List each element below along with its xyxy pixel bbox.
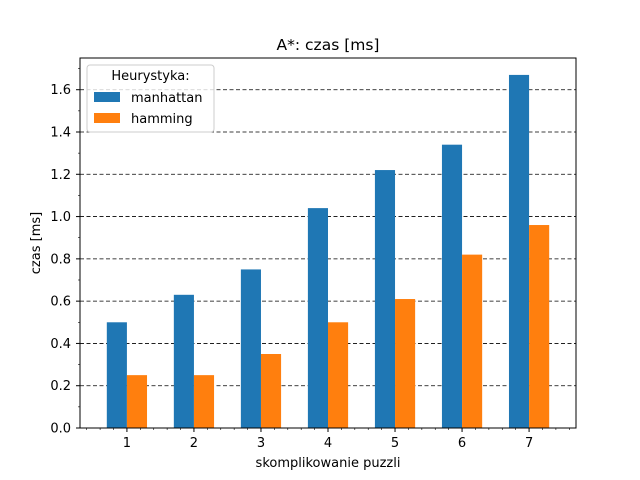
bar-manhattan-2 — [173, 294, 194, 428]
y-tick-label: 0.8 — [50, 252, 71, 267]
x-tick-label: 6 — [458, 436, 466, 451]
y-tick-label: 0.6 — [50, 295, 71, 310]
x-tick-label: 2 — [190, 436, 198, 451]
legend-label-hamming: hamming — [131, 112, 193, 127]
x-tick-label: 7 — [525, 436, 533, 451]
x-tick-label: 5 — [391, 436, 399, 451]
x-tick-label: 4 — [324, 436, 332, 451]
bars — [106, 74, 550, 429]
legend-label-manhattan: manhattan — [131, 91, 202, 106]
legend-swatch-manhattan — [94, 92, 120, 102]
bar-hamming-5 — [395, 299, 416, 428]
bar-manhattan-3 — [240, 269, 261, 428]
legend-title: Heurystyka: — [111, 69, 189, 84]
legend-swatch-hamming — [94, 113, 120, 123]
axis-ticks: 0.0 0.2 0.4 0.6 0.8 1.0 1.2 1.4 1.6 1 2 3 4 5 6 7 — [50, 68, 570, 451]
y-tick-label: 0.0 — [50, 422, 71, 437]
y-tick-label: 1.4 — [50, 126, 71, 141]
y-axis-title: czas [ms] — [29, 212, 44, 274]
x-tick-label: 3 — [257, 436, 265, 451]
legend: Heurystyka: manhattan hamming — [86, 64, 215, 133]
y-tick-label: 0.4 — [50, 337, 71, 352]
bar-hamming-3 — [260, 354, 282, 428]
bar-manhattan-7 — [508, 74, 530, 429]
x-axis-title: skomplikowanie puzzli — [256, 456, 401, 471]
y-tick-label: 1.0 — [50, 210, 71, 225]
bar-manhattan-1 — [106, 322, 127, 428]
y-tick-label: 1.2 — [50, 168, 71, 183]
bar-hamming-1 — [126, 375, 148, 428]
y-tick-label: 1.6 — [50, 83, 71, 98]
y-tick-label: 0.2 — [50, 379, 71, 394]
chart-title: A*: czas [ms] — [277, 36, 380, 54]
bar-hamming-4 — [328, 322, 349, 428]
bar-manhattan-6 — [441, 144, 463, 428]
bar-manhattan-4 — [307, 208, 328, 428]
bar-manhattan-5 — [374, 170, 396, 429]
x-tick-label: 1 — [123, 436, 131, 451]
bar-hamming-2 — [193, 375, 215, 428]
bar-hamming-6 — [462, 254, 483, 428]
bar-hamming-7 — [529, 225, 550, 428]
